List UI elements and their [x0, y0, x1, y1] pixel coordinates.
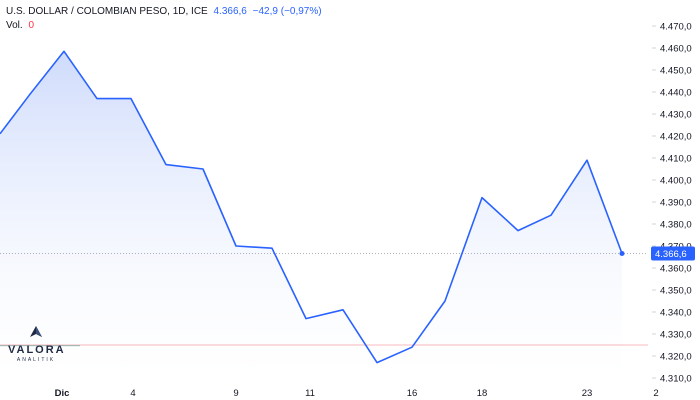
data-point[interactable] [443, 299, 448, 304]
price-badge-label: 4.366,6 [655, 249, 687, 260]
y-tick-label: 4.360,0 [660, 264, 692, 275]
x-tick-label: 11 [305, 388, 315, 399]
y-tick-label: 4.400,0 [660, 176, 692, 187]
data-point[interactable] [375, 360, 380, 365]
x-tick-label: Dic [55, 388, 70, 399]
x-tick-label: 16 [407, 388, 418, 399]
chart-legend: U.S. DOLLAR / COLOMBIAN PESO, 1D, ICE 4.… [6, 5, 322, 33]
data-point[interactable] [95, 96, 100, 101]
data-point[interactable] [585, 158, 590, 163]
x-axis[interactable]: Dic 4 9 11 16 18 23 2 [55, 388, 659, 399]
y-tick-label: 4.320,0 [660, 352, 692, 363]
data-point[interactable] [164, 162, 169, 167]
data-point[interactable] [516, 228, 521, 233]
legend-row-volume: Vol. 0 [6, 19, 322, 33]
x-tick-label: 2 [653, 388, 658, 399]
y-tick-label: 4.410,0 [660, 154, 692, 165]
valora-logo: VALORA ANALITIK [8, 325, 64, 363]
data-point[interactable] [619, 251, 625, 256]
y-tick-label: 4.430,0 [660, 110, 692, 121]
volume-value: 0 [28, 20, 35, 31]
volume-label[interactable]: Vol. [6, 20, 23, 31]
price-badge [651, 246, 695, 261]
area-fill [0, 51, 622, 381]
x-tick-label: 18 [477, 388, 488, 399]
data-point[interactable] [28, 92, 33, 97]
logo-name: VALORA [8, 344, 66, 356]
y-tick-label: 4.310,0 [660, 374, 692, 385]
last-price: 4.366,6 [213, 6, 247, 17]
y-tick-label: 4.380,0 [660, 220, 692, 231]
y-tick-label: 4.450,0 [660, 66, 692, 77]
y-tick-label: 4.420,0 [660, 132, 692, 143]
y-tick-label: 4.470,0 [660, 22, 692, 33]
data-point[interactable] [234, 244, 239, 249]
data-point[interactable] [62, 49, 67, 54]
data-point[interactable] [304, 316, 309, 321]
price-change: −42,9 (−0,97%) [252, 6, 322, 17]
y-tick-label: 4.340,0 [660, 308, 692, 319]
price-series-line[interactable] [0, 50, 623, 364]
y-axis[interactable]: 4.310,0 4.320,0 4.330,0 4.340,0 4.350,0 4.360… [652, 22, 692, 385]
symbol-label[interactable]: U.S. DOLLAR / COLOMBIAN PESO, 1D, ICE [6, 6, 208, 17]
y-tick-label: 4.460,0 [660, 44, 692, 55]
data-point[interactable] [270, 246, 275, 251]
y-tick-label: 4.330,0 [660, 330, 692, 341]
x-tick-label: 9 [233, 388, 238, 399]
data-point[interactable] [549, 213, 554, 218]
logo-mark-icon [30, 326, 42, 337]
data-point[interactable] [341, 307, 346, 312]
data-point[interactable] [410, 345, 415, 350]
legend-row-price: U.S. DOLLAR / COLOMBIAN PESO, 1D, ICE 4.… [6, 5, 322, 19]
y-tick-label: 4.390,0 [660, 198, 692, 209]
y-tick-label: 4.350,0 [660, 286, 692, 297]
x-tick-label: 23 [582, 388, 593, 399]
y-tick-label: 4.440,0 [660, 88, 692, 99]
logo-subtitle: ANALITIK [16, 357, 56, 363]
data-point[interactable] [201, 167, 206, 172]
data-point[interactable] [480, 195, 485, 200]
x-tick-label: 4 [130, 388, 135, 399]
data-point[interactable] [129, 96, 134, 101]
